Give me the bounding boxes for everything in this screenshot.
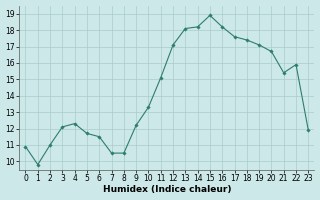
X-axis label: Humidex (Indice chaleur): Humidex (Indice chaleur) [103, 185, 231, 194]
